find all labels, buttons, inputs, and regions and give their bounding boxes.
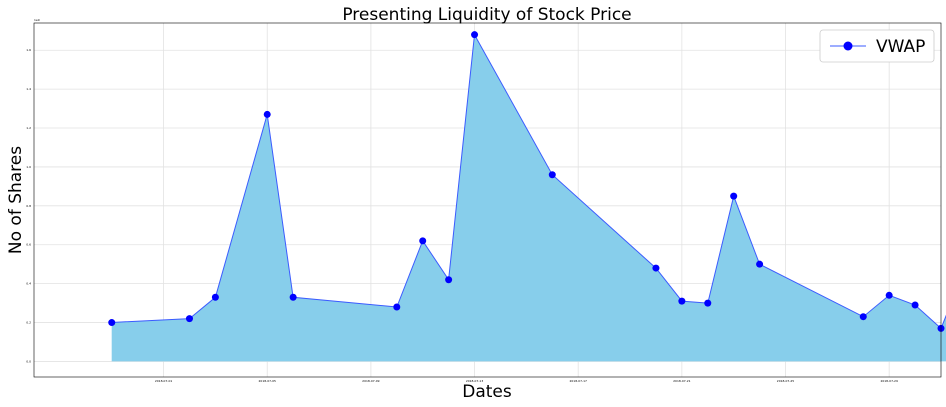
data-point [859,313,867,321]
data-point [108,319,116,327]
x-tick-label: 2018-07-09 [362,379,380,383]
x-tick-label: 2018-07-01 [155,379,173,383]
data-point [885,291,893,299]
data-point [756,260,764,268]
data-point [678,297,686,305]
x-tick-label: 2018-07-21 [673,379,691,383]
data-point [445,276,453,284]
y-tick-label: 0.6 [26,243,31,247]
x-tick-label: 2018-07-05 [259,379,277,383]
data-point [471,31,479,39]
x-axis-label: Dates [462,382,512,402]
y-tick-label: 1.2 [26,126,31,130]
y-tick-label: 0.8 [26,204,31,208]
x-tick-label: 2018-07-25 [777,379,795,383]
x-tick-label: 2018-07-17 [569,379,587,383]
data-point [911,301,919,309]
legend-box [819,29,935,63]
area-fill [111,34,946,362]
y-tick-label: 1.6 [26,48,31,52]
series-markers [108,31,945,332]
data-point [211,293,219,301]
y-tick-label: 0.0 [26,359,31,363]
y-tick-label: 1.0 [26,165,31,169]
chart-title: Presenting Liquidity of Stock Price [342,5,631,25]
data-point [730,192,738,200]
y-axis-label: No of Shares [6,146,26,254]
data-point [652,264,660,272]
x-axis-ticks: 2018-07-01 2018-07-05 2018-07-09 2018-07-13… [155,379,898,383]
x-tick-label: 2018-07-29 [880,379,898,383]
legend-label: VWAP [876,37,925,57]
y-tick-label: 1.4 [26,87,31,91]
data-point [419,237,427,245]
data-point [289,293,297,301]
data-point [704,299,712,307]
x-tick-label: 2018-07-13 [466,379,484,383]
y-scale-label: 1e9 [34,18,40,22]
data-point [185,315,193,323]
y-tick-label: 0.2 [26,321,31,325]
legend-marker [843,41,853,51]
series-line [111,33,946,330]
y-axis-ticks: 0.0 0.2 0.4 0.6 0.8 1.0 1.2 1.4 1.6 [26,48,31,363]
plot-frame [33,22,942,378]
data-point [263,110,271,118]
legend: VWAP [819,29,935,63]
y-tick-label: 0.4 [26,282,31,286]
data-point [393,303,401,311]
data-point [548,171,556,179]
